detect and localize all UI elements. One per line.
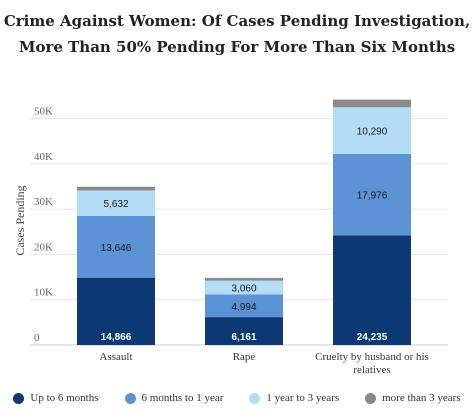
bar-segment bbox=[333, 99, 411, 108]
data-label: 6,161 bbox=[231, 332, 256, 343]
legend-swatch bbox=[249, 392, 261, 404]
legend-label: 1 year to 3 years bbox=[266, 392, 340, 404]
data-label: 4,994 bbox=[231, 302, 256, 313]
data-label: 17,976 bbox=[357, 191, 388, 202]
bar-segment bbox=[333, 235, 411, 345]
legend-label: 6 months to 1 year bbox=[141, 392, 224, 404]
data-label: 5,632 bbox=[103, 199, 128, 210]
y-tick-label: 20K bbox=[34, 241, 53, 253]
chart-legend: Up to 6 months 6 months to 1 year 1 year t… bbox=[0, 386, 474, 410]
legend-label: Up to 6 months bbox=[30, 392, 99, 404]
bar-segment bbox=[77, 277, 155, 345]
legend-swatch bbox=[13, 392, 25, 404]
x-category-label: relatives bbox=[353, 364, 390, 376]
bar-segment bbox=[205, 277, 283, 281]
x-category-label: Rape bbox=[233, 351, 256, 363]
bar-segment bbox=[205, 280, 283, 295]
data-label: 24,235 bbox=[357, 332, 388, 343]
data-label: 3,060 bbox=[231, 284, 256, 295]
legend-item: 6 months to 1 year bbox=[124, 392, 224, 404]
x-category-label: Assault bbox=[100, 351, 133, 363]
bar-segment bbox=[333, 107, 411, 154]
legend-swatch bbox=[365, 392, 377, 404]
bar-segment bbox=[205, 294, 283, 318]
x-category-label: Cruelty by husband or his bbox=[315, 351, 429, 363]
bar-segment bbox=[77, 186, 155, 191]
legend-item: Up to 6 months bbox=[13, 392, 99, 404]
legend-swatch bbox=[124, 392, 136, 404]
chart-title: Crime Against Women: Of Cases Pending In… bbox=[3, 12, 471, 56]
y-tick-label: 0 bbox=[34, 332, 40, 344]
bar-segment bbox=[77, 190, 155, 216]
y-tick-label: 10K bbox=[34, 287, 53, 299]
y-tick-label: 50K bbox=[34, 106, 53, 118]
bar-segment bbox=[77, 215, 155, 278]
y-tick-label: 30K bbox=[34, 196, 53, 208]
data-label: 10,290 bbox=[357, 127, 388, 138]
bar-chart: 0 10K 20K 30K 40K 50K Cases Pending 14,866 13,64… bbox=[13, 99, 448, 376]
legend-item: 1 year to 3 years bbox=[249, 392, 339, 404]
legend-item: more than 3 years bbox=[365, 392, 461, 404]
legend-label: more than 3 years bbox=[382, 392, 461, 404]
bar-segment bbox=[333, 153, 411, 236]
data-label: 14,866 bbox=[101, 332, 132, 343]
y-axis-label: Cases Pending bbox=[13, 185, 27, 255]
y-tick-label: 40K bbox=[34, 151, 53, 163]
bar-segment bbox=[205, 317, 283, 345]
data-label: 13,646 bbox=[101, 243, 132, 254]
